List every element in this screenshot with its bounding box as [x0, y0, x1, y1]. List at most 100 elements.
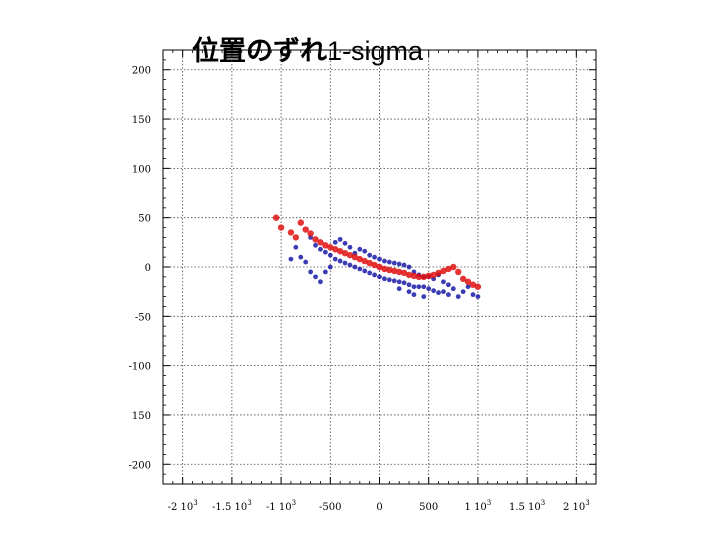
data-point [298, 254, 304, 260]
data-point [332, 239, 338, 245]
data-point [352, 264, 358, 270]
data-point [318, 279, 323, 285]
data-point [347, 244, 353, 250]
chart-title-jp: 位置のずれ [192, 36, 327, 67]
data-point [469, 281, 477, 288]
data-point [367, 270, 373, 276]
data-points [272, 214, 482, 299]
data-point [431, 288, 437, 294]
x-tick-label-base: 1 10 [465, 502, 487, 513]
data-point [376, 263, 383, 271]
data-point [307, 230, 314, 237]
data-point [347, 262, 353, 268]
data-point [293, 244, 299, 250]
data-point [436, 290, 441, 296]
x-tick-label-base: -2 10 [168, 502, 194, 513]
chart-title-latin: 1-sigma [327, 36, 424, 66]
data-point [313, 274, 318, 280]
x-tick-label-exponent: 3 [541, 499, 545, 507]
data-point [440, 267, 447, 275]
data-point [356, 255, 364, 263]
chart-title: 位置のずれ1-sigma [192, 36, 424, 67]
y-tick-label: -200 [129, 460, 151, 471]
x-tick-label: 500 [419, 502, 438, 513]
data-point [455, 268, 462, 276]
x-tick-label-exponent: 3 [193, 499, 197, 507]
data-point [400, 269, 408, 277]
data-point [405, 271, 413, 279]
data-point [381, 265, 388, 273]
data-point [342, 240, 348, 246]
x-tick-label-base: -500 [319, 502, 341, 513]
data-point [470, 292, 476, 298]
x-tick-label-base: 2 10 [563, 502, 585, 513]
data-point [395, 268, 403, 276]
data-point [322, 242, 329, 249]
data-point [351, 253, 359, 261]
data-point [459, 275, 467, 283]
data-point [322, 269, 328, 275]
data-point [450, 286, 456, 292]
data-point [287, 229, 295, 236]
data-point [426, 286, 432, 292]
x-tick-label: 1.5 103 [509, 499, 545, 513]
grid-lines [163, 50, 596, 484]
data-point [425, 272, 432, 280]
data-point [401, 262, 407, 268]
x-tick-label: 2 103 [563, 499, 590, 513]
data-point [377, 274, 382, 280]
data-point [332, 256, 338, 262]
y-tick-label: 0 [145, 263, 151, 274]
data-point [445, 292, 451, 298]
data-point [362, 268, 368, 274]
data-point [367, 252, 373, 258]
data-point [401, 280, 407, 286]
y-tick-label: 100 [132, 164, 151, 175]
x-tick-label-base: -1.5 10 [212, 502, 247, 513]
data-point [303, 259, 309, 265]
data-point [337, 258, 343, 264]
data-point [277, 224, 285, 231]
data-point [421, 294, 427, 299]
x-tick-label: -500 [319, 502, 341, 513]
data-point [313, 242, 318, 248]
data-point [272, 214, 280, 221]
x-tick-label-exponent: 3 [247, 499, 251, 507]
data-point [445, 265, 452, 273]
x-tick-label-exponent: 3 [585, 499, 589, 507]
x-tick-label: -1 103 [266, 499, 296, 513]
data-point [366, 259, 373, 267]
data-point [441, 279, 446, 285]
data-point [464, 278, 472, 285]
data-point [357, 246, 363, 252]
x-tick-labels: -2 103 -1.5 103 -1 103 -500 0 500 1 103 1.5 103… [168, 499, 590, 513]
x-tick-label-exponent: 3 [292, 499, 296, 507]
x-tick-label: 1 103 [465, 499, 492, 513]
data-point [371, 261, 378, 269]
data-point [445, 282, 451, 288]
data-point [377, 256, 382, 262]
x-tick-label-base: -1 10 [266, 502, 292, 513]
data-point [396, 261, 402, 267]
data-point [357, 266, 363, 272]
x-tick-label-base: 500 [419, 502, 438, 513]
data-point [420, 273, 427, 281]
data-point [312, 236, 319, 243]
data-point [327, 264, 333, 270]
tick-marks [162, 49, 597, 485]
y-tick-label: 150 [132, 115, 151, 126]
x-tick-label: 0 [376, 502, 382, 513]
data-point [475, 294, 481, 299]
data-point [336, 248, 344, 255]
data-point [435, 269, 442, 277]
x-tick-label-base: 0 [376, 502, 382, 513]
data-point [302, 226, 309, 233]
data-point [406, 289, 412, 295]
data-point [288, 256, 294, 262]
data-point [337, 236, 343, 242]
data-point [317, 239, 324, 246]
data-point [327, 252, 333, 258]
data-point [391, 278, 397, 284]
data-point [450, 263, 457, 271]
